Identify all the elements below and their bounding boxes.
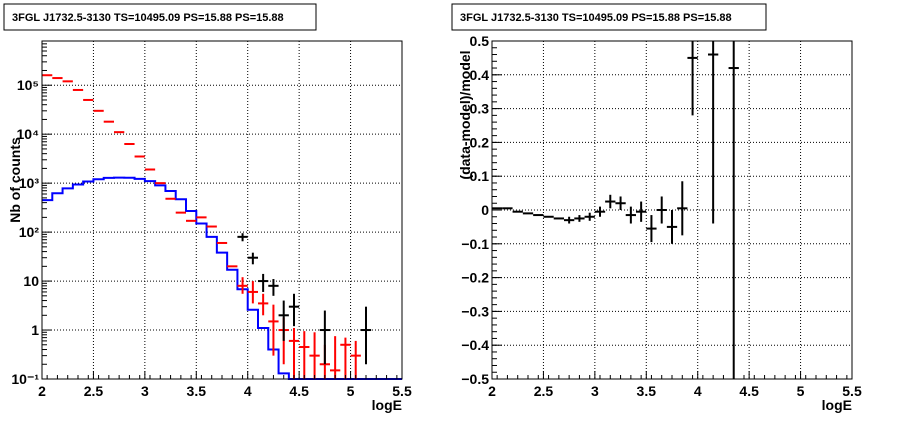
left-red-data-point: [350, 340, 361, 379]
left-x-tick-label: 2.5: [84, 383, 104, 399]
left-title-box: [3, 3, 317, 31]
right-residual-point: [636, 201, 647, 222]
left-red-data-point: [330, 336, 341, 379]
right-y-tick-label: 0.2: [470, 134, 490, 150]
right-x-tick-label: 2: [488, 383, 496, 399]
left-red-data-point: [340, 337, 351, 379]
right-y-tick-label: 0.3: [470, 101, 490, 117]
left-black-data-point: [247, 252, 258, 265]
right-residual-point: [605, 194, 616, 209]
right-x-tick-label: 3: [591, 383, 599, 399]
right-y-tick-label: −0.3: [461, 303, 489, 319]
right-y-tick-label: −0.2: [461, 270, 489, 286]
right-title: 3FGL J1732.5-3130 TS=10495.09 PS=15.88 P…: [460, 12, 732, 24]
left-red-data-point: [247, 281, 258, 304]
left-x-tick-label: 4.5: [289, 383, 309, 399]
left-black-data-point: [288, 293, 300, 327]
right-x-tick-label: 4: [694, 383, 702, 399]
right-residual-point: [564, 216, 575, 224]
left-model-histogram-step: [42, 176, 402, 380]
right-x-tick-label: 5.5: [842, 383, 862, 399]
right-y-tick-label: 0.1: [470, 168, 490, 184]
right-y-tick-label: −0.1: [461, 236, 489, 252]
left-y-axis-title: Nb of counts: [7, 137, 23, 223]
left-y-tick-label: 10³: [19, 175, 40, 191]
left-x-tick-label: 5: [347, 383, 355, 399]
right-y-tick-label: 0: [481, 202, 489, 218]
left-series-2: [237, 233, 372, 365]
right-x-tick-label: 4.5: [739, 383, 759, 399]
left-axes: 2 2.5 3 3.5 4 4.5 5 5.5 10⁻¹ 1 10 10² 10³ 10⁴ 10⁵: [11, 43, 412, 399]
right-residual-point: [708, 41, 719, 224]
right-y-tick-label: −0.4: [461, 337, 489, 353]
right-x-tick-label: 2.5: [534, 383, 554, 399]
right-residual-point: [646, 215, 657, 243]
right-residual-point: [687, 41, 698, 116]
left-y-tick-label: 10²: [19, 224, 40, 240]
left-x-axis-title: logE: [372, 397, 402, 413]
right-x-tick-label: 5: [797, 383, 805, 399]
left-red-data-point: [288, 328, 300, 379]
right-residual-point: [615, 196, 626, 210]
left-black-data-point: [237, 233, 248, 242]
right-residual-point: [666, 210, 678, 244]
right-residual-point: [584, 212, 595, 221]
right-residual-point: [728, 41, 739, 379]
left-y-tick-label: 10⁵: [17, 77, 39, 93]
left-red-data-point: [309, 332, 320, 379]
left-x-tick-label: 5.5: [392, 383, 412, 399]
left-x-tick-label: 3.5: [187, 383, 207, 399]
right-axes: 2 2.5 3 3.5 4 4.5 5 5.5 −0.5 −0.4 −0.3 −0.2 −0.1 0 0.1…: [461, 33, 862, 399]
right-residual-point: [594, 206, 606, 217]
left-red-data-point: [268, 304, 279, 356]
left-panel: 3FGL J1732.5-3130 TS=10495.09 PS=15.88 P…: [3, 3, 412, 413]
left-black-data-point: [360, 306, 372, 365]
right-panel: 3FGL J1732.5-3130 TS=10495.09 PS=15.88 P…: [451, 3, 862, 413]
left-black-data-point: [258, 273, 269, 292]
left-series-1: [42, 74, 361, 379]
left-black-data-point: [268, 279, 279, 296]
right-x-axis-title: logE: [822, 397, 852, 413]
right-y-tick-label: 0.5: [470, 33, 490, 49]
right-residual-point: [625, 206, 636, 224]
right-y-tick-label: −0.5: [461, 371, 489, 387]
left-y-tick-label: 1: [31, 322, 39, 338]
left-red-data-point: [237, 277, 248, 294]
right-title-box: [451, 3, 767, 31]
right-residual-point: [677, 181, 688, 236]
right-x-tick-label: 3.5: [637, 383, 657, 399]
left-frame: [41, 40, 403, 380]
right-residual-point: [656, 196, 667, 224]
left-grid: [42, 41, 402, 379]
left-x-tick-label: 2: [38, 383, 46, 399]
left-y-tick-label: 10⁻¹: [11, 371, 39, 387]
left-y-tick-label: 10: [23, 273, 39, 289]
left-plot-area: [42, 74, 402, 380]
left-y-tick-label: 10⁴: [17, 126, 40, 142]
left-title: 3FGL J1732.5-3130 TS=10495.09 PS=15.88 P…: [12, 12, 284, 24]
left-x-tick-label: 4: [244, 383, 252, 399]
left-black-data-point: [319, 310, 330, 365]
right-y-axis-title: (data-model)/model: [457, 50, 473, 179]
left-red-data-point: [258, 293, 269, 316]
right-plot-area: [492, 41, 739, 379]
right-y-tick-label: 0.4: [470, 67, 490, 83]
left-red-data-point: [299, 331, 310, 379]
right-residual-point: [574, 215, 585, 222]
left-black-data-point: [278, 300, 289, 341]
left-x-tick-label: 3: [141, 383, 149, 399]
